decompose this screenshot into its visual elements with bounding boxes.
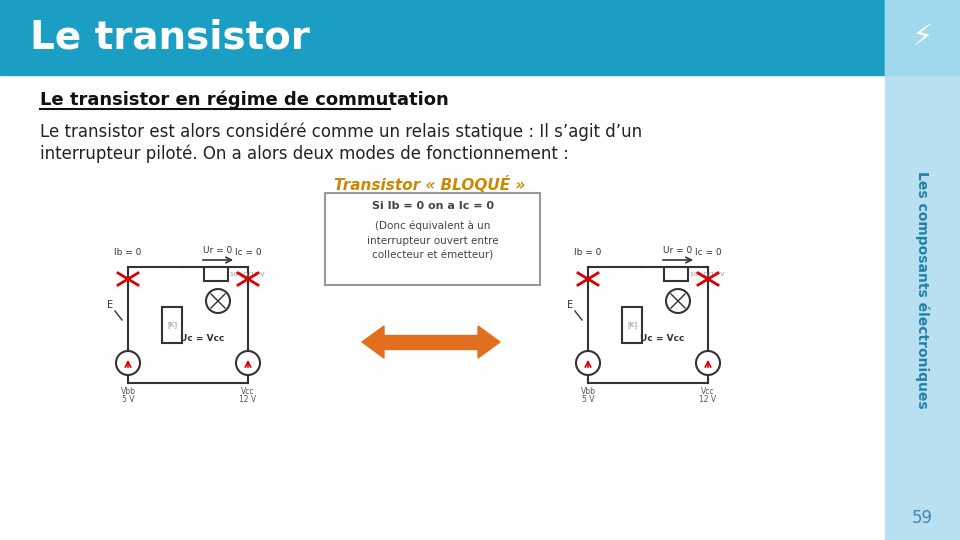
Text: Ib = 0: Ib = 0 [574,248,602,257]
Text: Ic = 0: Ic = 0 [234,248,261,257]
Bar [622,307,642,343]
Text: [K]: [K] [167,322,177,328]
Text: Uc = Vcc: Uc = Vcc [180,334,225,343]
Text: 10 kΩ/12 V: 10 kΩ/12 V [230,272,265,276]
Circle shape [206,289,230,313]
Bar [204,267,228,281]
Text: Si Ib = 0 on a Ic = 0: Si Ib = 0 on a Ic = 0 [372,201,493,211]
Text: ⚡: ⚡ [912,23,933,52]
Polygon shape [362,326,384,358]
Text: Vcc: Vcc [241,387,254,395]
Text: interrupteur ouvert entre: interrupteur ouvert entre [367,236,498,246]
Text: 5 V: 5 V [122,395,134,404]
Text: Le transistor: Le transistor [30,18,310,57]
Circle shape [116,351,140,375]
Text: Ib = 0: Ib = 0 [114,248,142,257]
Text: 59: 59 [912,509,933,527]
Text: Vcc: Vcc [701,387,715,395]
Text: Ur = 0: Ur = 0 [663,246,692,255]
Bar [664,267,688,281]
Text: Vbb: Vbb [581,387,595,395]
Text: interrupteur piloté. On a alors deux modes de fonctionnement :: interrupteur piloté. On a alors deux mod… [40,145,569,163]
Bar [384,335,478,349]
Text: Le transistor est alors considéré comme un relais statique : Il s’agit d’un: Le transistor est alors considéré comme … [40,123,642,141]
Circle shape [576,351,600,375]
Text: E: E [107,300,113,310]
Text: collecteur et émetteur): collecteur et émetteur) [372,251,493,261]
Text: 10 kΩ/12 V: 10 kΩ/12 V [690,272,725,276]
Circle shape [236,351,260,375]
Bar [0,0,885,75]
Text: Le transistor en régime de commutation: Le transistor en régime de commutation [40,91,448,109]
Text: Ur = 0: Ur = 0 [204,246,232,255]
Circle shape [696,351,720,375]
Text: [K]: [K] [627,322,637,328]
Text: Transistor « BLOQUÉ »: Transistor « BLOQUÉ » [334,176,526,192]
Polygon shape [478,326,500,358]
Text: Vbb: Vbb [121,387,135,395]
Bar [162,307,182,343]
Text: Uc = Vcc: Uc = Vcc [639,334,684,343]
Text: 5 V: 5 V [582,395,594,404]
Text: (Donc équivalent à un: (Donc équivalent à un [374,221,491,231]
Text: Ic = 0: Ic = 0 [695,248,721,257]
Circle shape [666,289,690,313]
Bar [885,0,960,75]
Text: 12 V: 12 V [239,395,256,404]
Text: 12 V: 12 V [700,395,716,404]
Text: E: E [567,300,573,310]
Text: Les composants électroniques: Les composants électroniques [915,171,929,409]
Bar [885,0,960,540]
Bar [325,193,540,285]
